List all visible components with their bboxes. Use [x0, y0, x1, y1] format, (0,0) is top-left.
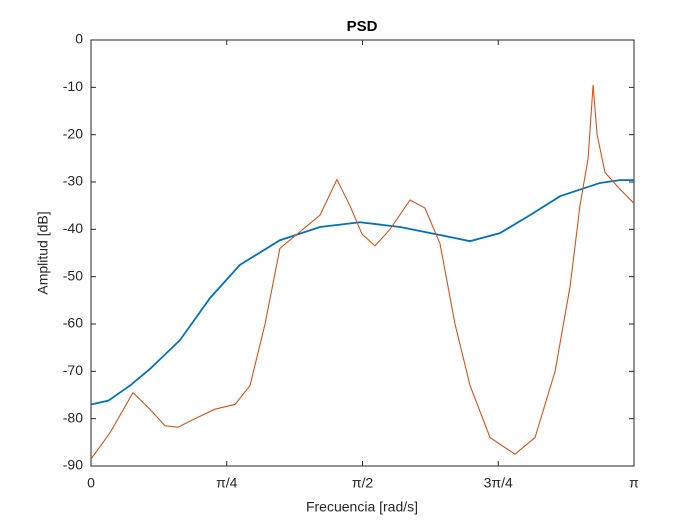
- y-axis-label: Amplitud [dB]: [35, 211, 51, 294]
- x-axis-label: Frecuencia [rad/s]: [306, 499, 418, 515]
- x-tick-label: π: [629, 475, 639, 491]
- x-tick-label: 3π/4: [484, 475, 513, 491]
- y-tick-label: -10: [63, 78, 83, 94]
- y-tick-label: -40: [63, 220, 83, 236]
- x-tick-label: 0: [87, 475, 95, 491]
- x-tick-label: π/4: [216, 475, 238, 491]
- series-line: [90, 179, 634, 406]
- y-tick-label: 0: [75, 31, 83, 47]
- y-tick-label: -90: [63, 457, 83, 473]
- y-tick-label: -20: [63, 125, 83, 141]
- y-tick-label: -50: [63, 267, 83, 283]
- series-line: [90, 84, 635, 460]
- y-tick-label: -60: [63, 315, 83, 331]
- chart-title: PSD: [347, 18, 378, 35]
- y-tick-label: -30: [63, 173, 83, 189]
- y-tick-label: -80: [63, 409, 83, 425]
- y-tick-label: -70: [63, 362, 83, 378]
- x-tick-label: π/2: [352, 475, 374, 491]
